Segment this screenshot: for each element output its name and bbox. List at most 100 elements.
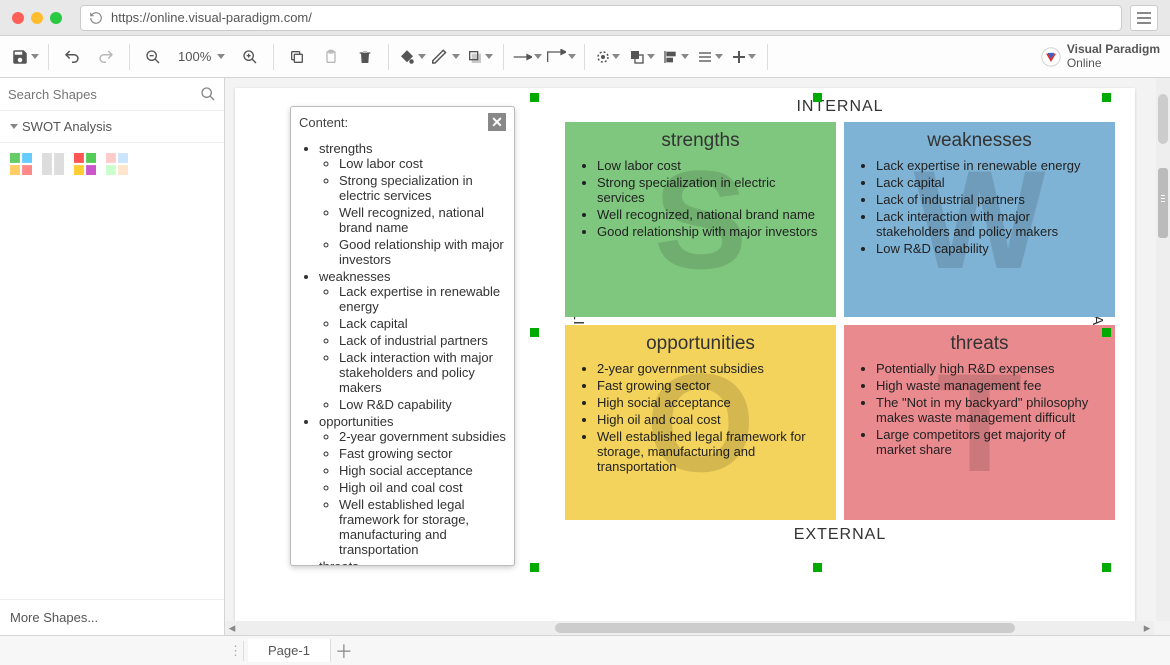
window-controls [12,12,62,24]
swot-strengths-quad[interactable]: S strengths Low labor costStrong special… [565,122,836,317]
content-outline-section[interactable]: strengthsLow labor costStrong specializa… [319,141,506,267]
copy-button[interactable] [282,42,312,72]
line-color-button[interactable] [431,42,461,72]
sidebar-section-title: SWOT Analysis [22,119,112,134]
close-panel-button[interactable]: ✕ [488,113,506,131]
maximize-window-button[interactable] [50,12,62,24]
page-tab-drag-handle[interactable]: ⋮ [228,641,244,661]
zoom-text: 100% [178,49,211,64]
main-area: SWOT Analysis More Shapes... Content: ✕ … [0,78,1170,635]
selection-handle[interactable] [1102,563,1111,572]
content-outline-item[interactable]: Strong specialization in electric servic… [339,173,506,203]
selection-handle[interactable] [1102,328,1111,337]
sidebar-resize-handle[interactable] [1158,168,1168,238]
swot-opportunities-quad[interactable]: O opportunities 2-year government subsid… [565,325,836,520]
content-outline-item[interactable]: Lack capital [339,316,506,331]
address-bar[interactable]: https://online.visual-paradigm.com/ [80,5,1122,31]
swot-template-4-icon[interactable] [106,153,128,175]
paste-button[interactable] [316,42,346,72]
swot-template-3-icon[interactable] [74,153,96,175]
scrollbar-thumb[interactable] [1158,94,1168,144]
content-panel-title: Content: [299,115,348,130]
content-outline-item[interactable]: Lack interaction with major stakeholders… [339,350,506,395]
quad-list-item: Fast growing sector [597,378,826,393]
content-outline-item[interactable]: Good relationship with major investors [339,237,506,267]
scroll-left-icon[interactable]: ◂ [225,621,239,635]
content-outline-section[interactable]: weaknessesLack expertise in renewable en… [319,269,506,412]
quad-list-item: Low R&D capability [876,241,1105,256]
quad-list-item: Lack interaction with major stakeholders… [876,209,1105,239]
selection-handle[interactable] [530,328,539,337]
zoom-in-button[interactable] [235,42,265,72]
content-outline-item[interactable]: Fast growing sector [339,446,506,461]
logo-line1: Visual Paradigm [1067,43,1160,56]
quad-title: weaknesses [854,130,1105,152]
selection-handle[interactable] [530,93,539,102]
quad-list: Potentially high R&D expensesHigh waste … [854,361,1105,457]
content-outline-item[interactable]: Well recognized, national brand name [339,205,506,235]
more-shapes-link[interactable]: More Shapes... [0,599,224,635]
vertical-scrollbar[interactable] [1156,78,1170,621]
close-window-button[interactable] [12,12,24,24]
content-outline-section[interactable]: threatsPotentially high R&D expensesHigh… [319,559,506,565]
content-outline-item[interactable]: Lack of industrial partners [339,333,506,348]
save-button[interactable] [10,42,40,72]
horizontal-scrollbar[interactable]: ◂ ▸ [225,621,1154,635]
search-shapes-input[interactable] [8,87,200,102]
redo-button[interactable] [91,42,121,72]
selection-handle[interactable] [1102,93,1111,102]
minimize-window-button[interactable] [31,12,43,24]
connector-straight-button[interactable] [512,42,542,72]
bring-front-button[interactable] [627,42,657,72]
content-outline-item[interactable]: Low labor cost [339,156,506,171]
swot-threats-quad[interactable]: T threats Potentially high R&D expensesH… [844,325,1115,520]
content-outline-item[interactable]: Well established legal framework for sto… [339,497,506,557]
align-button[interactable] [661,42,691,72]
selection-handle[interactable] [530,563,539,572]
selection-handle[interactable] [813,563,822,572]
browser-menu-button[interactable] [1130,5,1158,31]
swot-template-2-icon[interactable] [42,153,64,175]
canvas-scroll[interactable]: Content: ✕ strengthsLow labor costStrong… [225,78,1170,635]
quad-list-item: Lack capital [876,175,1105,190]
connector-elbow-button[interactable] [546,42,576,72]
zoom-level[interactable]: 100% [172,49,231,64]
quad-title: opportunities [575,333,826,355]
scrollbar-thumb[interactable] [555,623,1015,633]
quad-title: strengths [575,130,826,152]
shadow-button[interactable] [465,42,495,72]
scroll-right-icon[interactable]: ▸ [1140,621,1154,635]
content-editor-panel[interactable]: Content: ✕ strengthsLow labor costStrong… [290,106,515,566]
waypoint-button[interactable] [593,42,623,72]
vp-logo-icon [1041,47,1061,67]
content-outline-item[interactable]: Low R&D capability [339,397,506,412]
content-outline-item[interactable]: High oil and coal cost [339,480,506,495]
zoom-out-button[interactable] [138,42,168,72]
content-outline-item[interactable]: Lack expertise in renewable energy [339,284,506,314]
content-outline-item[interactable]: High social acceptance [339,463,506,478]
canvas-wrap: Content: ✕ strengthsLow labor costStrong… [225,78,1170,635]
quad-list: 2-year government subsidiesFast growing … [575,361,826,474]
quad-list-item: High oil and coal cost [597,412,826,427]
swot-bottom-label: EXTERNAL [565,526,1115,544]
swot-template-1-icon[interactable] [10,153,32,175]
canvas-page[interactable]: Content: ✕ strengthsLow labor costStrong… [235,88,1135,635]
shape-palette [0,143,224,185]
undo-button[interactable] [57,42,87,72]
quad-list-item: Potentially high R&D expenses [876,361,1105,376]
content-panel-body[interactable]: strengthsLow labor costStrong specializa… [291,137,514,565]
content-outline-section[interactable]: opportunities2-year government subsidies… [319,414,506,557]
selection-handle[interactable] [813,93,822,102]
add-page-button[interactable]: ＋ [331,638,357,664]
sidebar-section-swot[interactable]: SWOT Analysis [0,111,224,143]
add-button[interactable] [729,42,759,72]
distribute-button[interactable] [695,42,725,72]
page-tab-1[interactable]: Page-1 [248,639,331,662]
content-outline-item[interactable]: 2-year government subsidies [339,429,506,444]
swot-weaknesses-quad[interactable]: W weaknesses Lack expertise in renewable… [844,122,1115,317]
delete-button[interactable] [350,42,380,72]
swot-diagram[interactable]: INTERNAL POSITIVE NEGATIVE S strengths L… [565,98,1115,544]
chevron-down-icon [10,124,18,129]
quad-list-item: Good relationship with major investors [597,224,826,239]
fill-color-button[interactable] [397,42,427,72]
